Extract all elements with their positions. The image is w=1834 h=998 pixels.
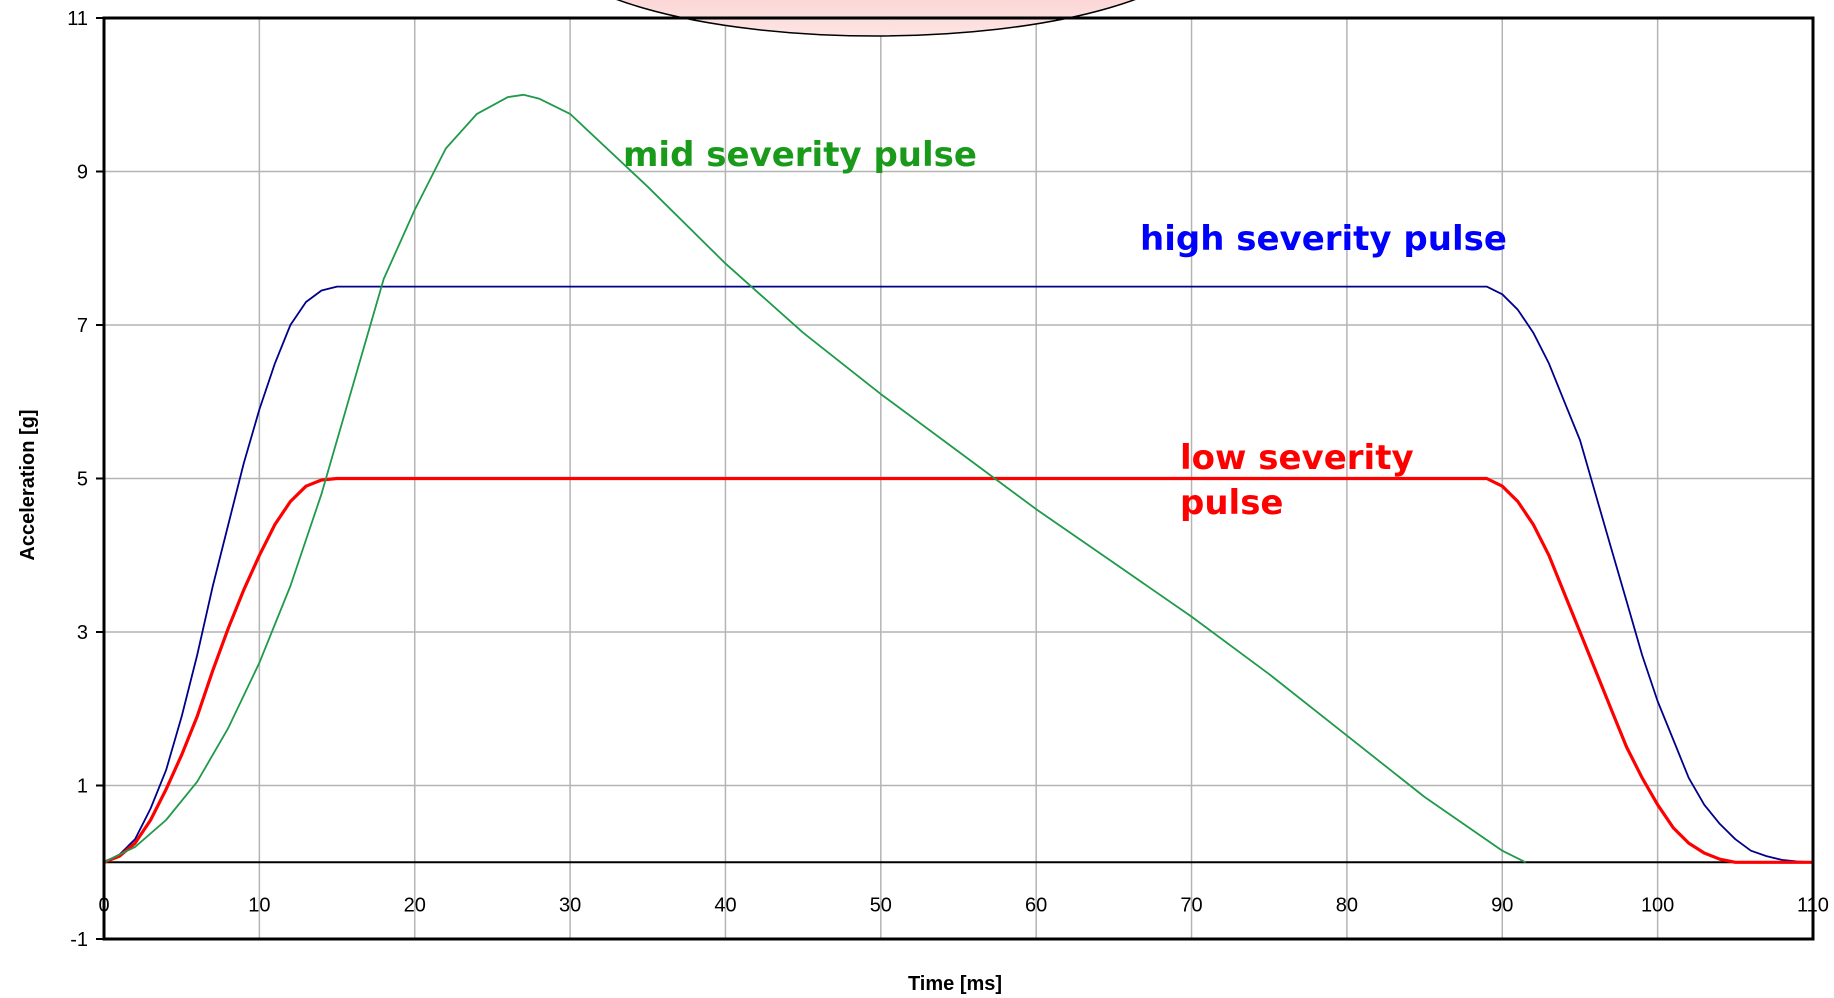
- high-severity-label: high severity pulse: [1140, 219, 1507, 259]
- x-tick-label: 50: [870, 894, 892, 916]
- series-line-low: [103, 476, 1813, 864]
- series-line-mid: [103, 93, 1527, 864]
- y-tick-label: -1: [70, 929, 88, 951]
- x-tick-label: 90: [1491, 894, 1513, 916]
- x-tick-label: 110: [1797, 894, 1829, 916]
- y-tick-label: 11: [67, 8, 88, 30]
- y-tick-labels: -1 1 3 5 7 9 11: [67, 8, 104, 951]
- series-line-high: [103, 285, 1814, 864]
- y-tick-label: 1: [77, 776, 88, 798]
- x-tick-label: 80: [1336, 894, 1358, 916]
- series-layer: [103, 93, 1814, 864]
- x-tick-label: 40: [714, 894, 736, 916]
- low-severity-label-line1: low severity: [1180, 438, 1414, 478]
- x-tick-label: 20: [404, 894, 426, 916]
- y-tick-label: 5: [77, 469, 88, 491]
- x-tick-label: 100: [1641, 894, 1674, 916]
- x-tick-label: 70: [1180, 894, 1202, 916]
- y-tick-label: 7: [77, 315, 88, 337]
- y-tick-label: 9: [77, 162, 88, 184]
- x-tick-labels: 0 10 20 30 40 50 60 70 80 90 100 110: [98, 894, 1829, 916]
- mid-severity-label: mid severity pulse: [623, 135, 977, 175]
- y-axis-title: Acceleration [g]: [17, 409, 39, 560]
- x-tick-label: 0: [98, 894, 109, 916]
- y-tick-label: 3: [77, 622, 88, 644]
- x-tick-label: 60: [1025, 894, 1047, 916]
- low-severity-label-line2: pulse: [1180, 483, 1284, 523]
- x-tick-label: 30: [559, 894, 581, 916]
- x-axis-title: Time [ms]: [908, 973, 1002, 995]
- x-tick-label: 10: [248, 894, 270, 916]
- low-severity-label: low severity pulse: [1180, 438, 1414, 523]
